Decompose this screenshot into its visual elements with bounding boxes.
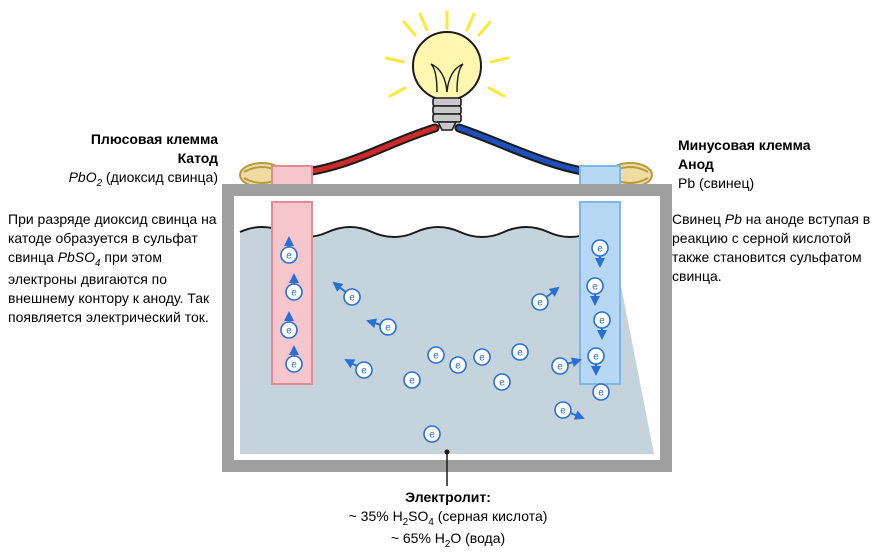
svg-text:e: e <box>479 353 485 364</box>
svg-text:e: e <box>433 351 439 362</box>
svg-text:e: e <box>409 376 415 387</box>
svg-text:e: e <box>557 362 563 373</box>
light-bulb-icon <box>413 32 481 130</box>
svg-text:e: e <box>286 251 292 262</box>
svg-text:e: e <box>597 244 603 255</box>
svg-text:e: e <box>560 406 566 417</box>
cathode-subtitle: PbO2 (диоксид свинца) <box>69 169 218 185</box>
anode-subtitle: Pb (свинец) <box>678 175 754 191</box>
svg-text:e: e <box>349 293 355 304</box>
svg-text:e: e <box>455 361 461 372</box>
svg-text:e: e <box>592 282 598 293</box>
svg-text:e: e <box>593 352 599 363</box>
svg-text:e: e <box>291 360 297 371</box>
svg-text:e: e <box>599 316 605 327</box>
svg-text:e: e <box>291 288 297 299</box>
svg-text:e: e <box>499 378 505 389</box>
svg-text:e: e <box>429 430 435 441</box>
anode-title: Минусовая клемма Анод Pb (свинец) <box>678 136 888 193</box>
svg-text:e: e <box>286 326 292 337</box>
cathode-description: При разряде диоксид свинца на катоде обр… <box>8 210 218 326</box>
anode-description: Свинец Pb на аноде вступая в реакцию с с… <box>672 210 888 286</box>
wires <box>270 128 622 175</box>
svg-text:e: e <box>598 388 604 399</box>
cathode-title: Плюсовая клемма Катод PbO2 (диоксид свин… <box>8 130 218 190</box>
electrolyte-label: Электролит: ~ 35% H2SO4 (серная кислота)… <box>0 488 896 551</box>
svg-text:e: e <box>537 298 543 309</box>
svg-text:e: e <box>361 366 367 377</box>
svg-text:e: e <box>517 348 523 359</box>
svg-text:e: e <box>385 323 391 334</box>
